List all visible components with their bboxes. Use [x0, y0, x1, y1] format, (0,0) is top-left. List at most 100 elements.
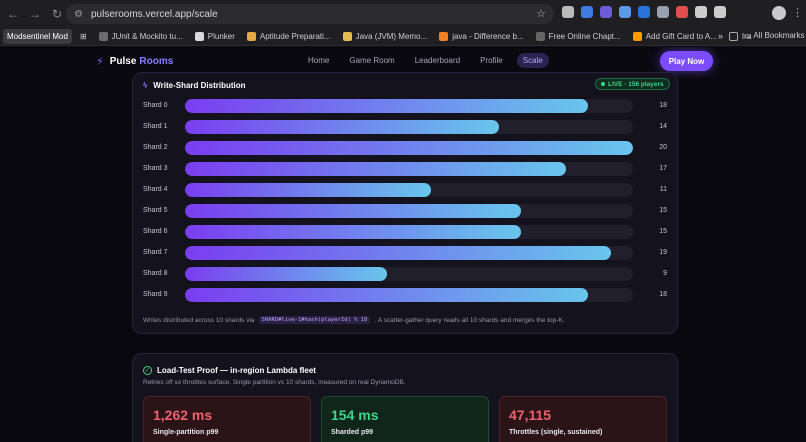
shard-row: Shard 4 11 [133, 183, 679, 197]
stat-value: 154 ms [331, 407, 379, 423]
shard-value: 11 [659, 186, 667, 193]
shard-label: Shard 0 [143, 102, 168, 109]
shard-value: 19 [659, 249, 667, 256]
logo-word-pulse: Pulse [109, 56, 137, 67]
bookmark-favicon-icon [439, 32, 449, 41]
site-settings-icon[interactable]: ⚙ [74, 8, 83, 20]
bookmark-favicon-icon [194, 32, 204, 41]
load-test-title: ✓ Load-Test Proof — in-region Lambda fle… [143, 366, 316, 375]
shard-row: Shard 2 20 [133, 141, 679, 155]
all-bookmarks[interactable]: ▭ All Bookmarks [744, 31, 805, 40]
load-test-card: ✓ Load-Test Proof — in-region Lambda fle… [132, 353, 678, 442]
bookmark-folder[interactable]: Ira [728, 32, 751, 41]
shard-row: Shard 1 14 [133, 120, 679, 134]
shard-bar-fill [185, 225, 521, 239]
shard-row: Shard 6 15 [133, 225, 679, 239]
shard-label: Shard 2 [143, 144, 168, 151]
stat-caption: Throttles (single, sustained) [509, 429, 603, 436]
nav-link-game-room[interactable]: Game Room [349, 56, 395, 65]
bookmark-favicon-icon [342, 32, 352, 41]
bookmark-item[interactable]: Add Gift Card to A... [632, 32, 717, 41]
shard-label: Shard 7 [143, 249, 168, 256]
shard-bar-fill [185, 99, 589, 113]
play-now-button[interactable]: Play Now [660, 51, 713, 71]
browser-toolbar: ← → ↻ ⚙ pulserooms.vercel.app/scale ☆ ⋮ [0, 0, 806, 28]
stat-sharded-p99: 154 ms Sharded p99 [321, 396, 489, 442]
shard-footnote: Writes distributed across 10 shards via … [143, 316, 565, 324]
app-logo[interactable]: ⚡ Pulse Rooms [96, 55, 173, 68]
nav-links: Home Game Room Leaderboard Profile Scale [302, 53, 549, 68]
stat-value: 1,262 ms [153, 407, 213, 423]
shard-bar-fill [185, 141, 633, 155]
shard-row: Shard 3 17 [133, 162, 679, 176]
nav-link-scale[interactable]: Scale [516, 53, 549, 68]
load-test-subtitle: Retries off so throttles surface. Single… [143, 379, 406, 386]
bookmark-favicon-icon [246, 32, 256, 41]
url-text: pulserooms.vercel.app/scale [90, 8, 218, 20]
app-navbar: ⚡ Pulse Rooms Home Game Room Leaderboard… [0, 47, 806, 75]
profile-avatar[interactable] [772, 6, 786, 20]
shard-label: Shard 4 [143, 186, 168, 193]
shard-bar-track [185, 99, 633, 113]
shard-bar-track [185, 204, 633, 218]
shard-value: 17 [659, 165, 667, 172]
bookmark-item[interactable]: JUnit & Mockito tu... [98, 32, 183, 41]
bookmarks-bar: Modsentinel Mod ⊞ JUnit & Mockito tu... … [0, 28, 806, 46]
apps-grid-icon[interactable]: ⊞ [79, 32, 87, 41]
extension-icon[interactable] [619, 6, 631, 18]
nav-link-leaderboard[interactable]: Leaderboard [414, 56, 461, 65]
extension-icon[interactable] [676, 6, 688, 18]
check-circle-icon: ✓ [143, 366, 152, 375]
bookmark-star-icon[interactable]: ☆ [536, 8, 546, 20]
address-bar[interactable]: ⚙ pulserooms.vercel.app/scale ☆ [66, 4, 554, 24]
extension-icon[interactable] [714, 6, 726, 18]
extension-icon[interactable] [638, 6, 650, 18]
extension-icon[interactable] [562, 6, 574, 18]
more-bookmarks-icon[interactable]: » [718, 31, 724, 41]
menu-icon[interactable]: ⋮ [792, 7, 803, 19]
bookmark-favicon-icon [98, 32, 108, 41]
shard-row: Shard 9 18 [133, 288, 679, 302]
folder-icon [728, 32, 738, 41]
back-icon[interactable]: ← [7, 7, 19, 21]
stat-throttles: 47,115 Throttles (single, sustained) [499, 396, 667, 442]
live-badge: LIVE · 156 players [595, 78, 670, 90]
extension-icon[interactable] [581, 6, 593, 18]
shard-distribution-card: ϟ Write-Shard Distribution LIVE · 156 pl… [132, 72, 678, 334]
bookmark-item[interactable]: Modsentinel Mod [3, 29, 72, 44]
shard-row: Shard 8 9 [133, 267, 679, 281]
shard-value: 18 [659, 102, 667, 109]
shard-bar-track [185, 183, 633, 197]
extension-icon[interactable] [600, 6, 612, 18]
shard-row: Shard 0 18 [133, 99, 679, 113]
extension-icon[interactable] [695, 6, 707, 18]
shard-bar-fill [185, 204, 521, 218]
live-dot-icon [601, 82, 605, 86]
nav-link-home[interactable]: Home [308, 56, 330, 65]
bookmark-item[interactable]: Java (JVM) Memo... [342, 32, 427, 41]
bookmark-item[interactable]: Aptitude Preparati... [246, 32, 331, 41]
shard-bar-fill [185, 246, 611, 260]
shard-value: 18 [659, 291, 667, 298]
reload-icon[interactable]: ↻ [51, 7, 63, 21]
bookmark-item[interactable]: Plunker [194, 32, 235, 41]
extension-icon[interactable] [657, 6, 669, 18]
nav-link-profile[interactable]: Profile [480, 56, 503, 65]
shard-bar-track [185, 120, 633, 134]
shard-value: 9 [663, 270, 667, 277]
shard-bar-track [185, 162, 633, 176]
shard-label: Shard 9 [143, 291, 168, 298]
shard-bar-fill [185, 288, 589, 302]
shard-label: Shard 6 [143, 228, 168, 235]
bookmark-item[interactable]: Free Online Chapt... [535, 32, 621, 41]
shard-bar-track [185, 246, 633, 260]
shard-value: 15 [659, 207, 667, 214]
shard-value: 15 [659, 228, 667, 235]
shard-bar-fill [185, 183, 432, 197]
forward-icon[interactable]: → [29, 7, 41, 21]
shard-bar-fill [185, 162, 566, 176]
shard-bar-track [185, 141, 633, 155]
bolt-icon: ⚡ [96, 56, 104, 68]
app-viewport: ⚡ Pulse Rooms Home Game Room Leaderboard… [0, 47, 806, 442]
bookmark-item[interactable]: java - Difference b... [439, 32, 524, 41]
